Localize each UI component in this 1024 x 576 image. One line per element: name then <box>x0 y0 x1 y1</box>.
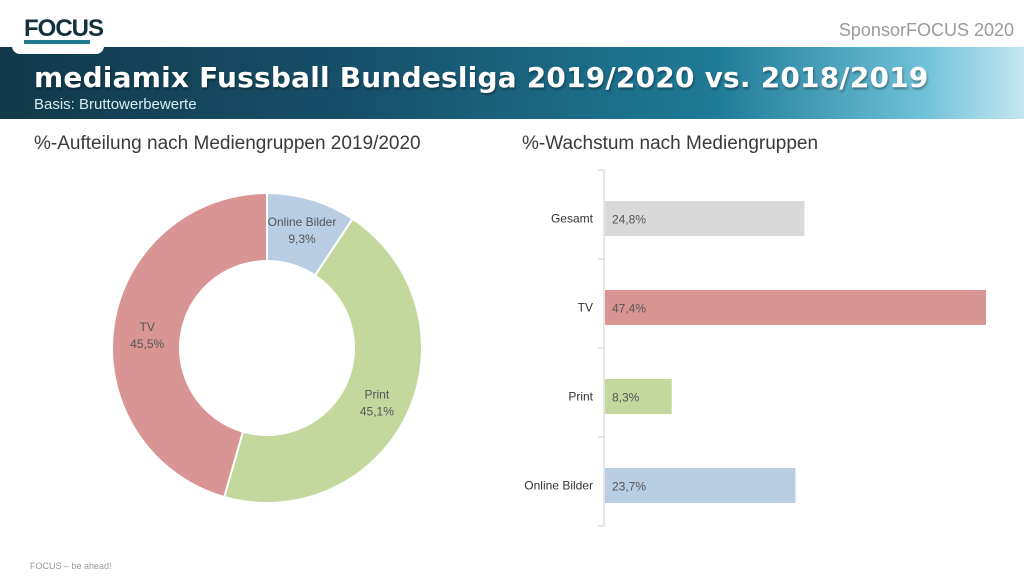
bar-value-label-tv: 47,4% <box>612 302 646 316</box>
bar-category-label-gesamt: Gesamt <box>551 212 594 226</box>
bar-tv <box>605 290 986 325</box>
brand-line: SponsorFOCUS 2020 <box>838 20 1014 40</box>
footer-slogan: FOCUS – be ahead! <box>30 561 112 571</box>
donut-value-print: 45,1% <box>360 405 394 419</box>
donut-slice-print <box>222 217 423 504</box>
donut-chart-title: %-Aufteilung nach Mediengruppen 2019/202… <box>34 133 421 154</box>
title-banner <box>0 47 1024 119</box>
donut-value-tv: 45,5% <box>130 337 164 351</box>
bar-category-label-print: Print <box>568 390 593 404</box>
page-title: mediamix Fussball Bundesliga 2019/2020 v… <box>34 61 929 94</box>
page-subtitle: Basis: Bruttowerbewerte <box>34 96 197 113</box>
bar-category-label-online-bilder: Online Bilder <box>524 479 593 493</box>
bar-value-label-gesamt: 24,8% <box>612 213 646 227</box>
bar-value-label-print: 8,3% <box>612 391 640 405</box>
donut-label-online-bilder: Online Bilder <box>268 215 337 229</box>
focus-logo: FOCUS <box>24 15 104 42</box>
bar-online-bilder <box>605 468 796 503</box>
donut-slice-tv <box>111 191 268 499</box>
bar-gesamt <box>605 201 805 236</box>
logo-box: FOCUS <box>12 8 104 54</box>
bar-print <box>605 379 672 414</box>
bar-category-label-tv: TV <box>578 301 593 315</box>
donut-label-tv: TV <box>140 320 155 334</box>
logo-underline <box>24 40 90 44</box>
donut-value-online-bilder: 9,3% <box>288 232 316 246</box>
bar-value-label-online-bilder: 23,7% <box>612 480 646 494</box>
bar-chart-title: %-Wachstum nach Mediengruppen <box>522 133 819 154</box>
donut-label-print: Print <box>365 388 390 402</box>
